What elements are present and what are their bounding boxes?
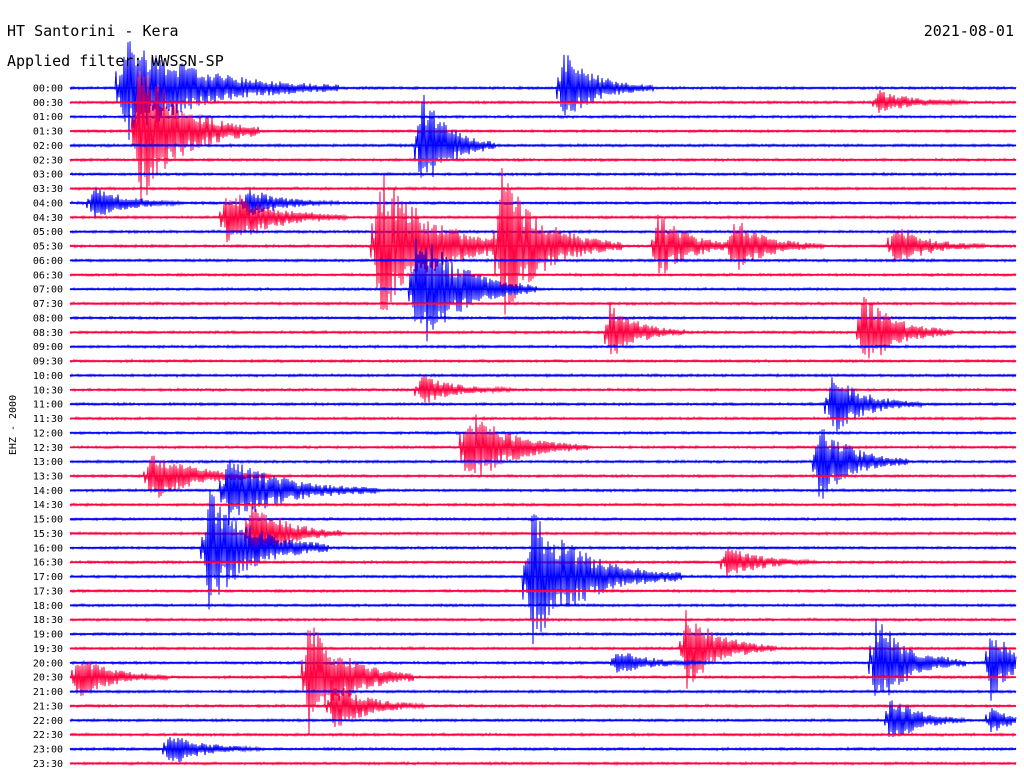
time-label: 10:30 (33, 385, 63, 396)
time-label: 11:30 (33, 414, 63, 425)
filter-label: Applied filter: WWSSN-SP (7, 52, 224, 70)
time-label: 13:30 (33, 471, 63, 482)
time-label: 09:00 (33, 342, 63, 353)
time-label: 23:30 (33, 759, 63, 770)
time-label: 03:00 (33, 170, 63, 181)
time-label: 17:30 (33, 586, 63, 597)
time-label: 08:30 (33, 328, 63, 339)
time-label: 12:00 (33, 428, 63, 439)
time-label: 21:30 (33, 701, 63, 712)
time-label: 22:00 (33, 716, 63, 727)
time-label: 10:00 (33, 371, 63, 382)
time-label: 05:00 (33, 227, 63, 238)
time-label: 09:30 (33, 357, 63, 368)
time-label: 06:30 (33, 270, 63, 281)
time-label: 06:00 (33, 256, 63, 267)
time-label: 18:00 (33, 601, 63, 612)
time-label: 01:00 (33, 112, 63, 123)
time-label: 04:00 (33, 198, 63, 209)
station-title: HT Santorini - Kera (7, 22, 179, 40)
time-label: 19:00 (33, 630, 63, 641)
time-label: 15:00 (33, 515, 63, 526)
time-label: 05:30 (33, 242, 63, 253)
time-label: 20:00 (33, 658, 63, 669)
time-label: 14:30 (33, 500, 63, 511)
time-label: 23:00 (33, 745, 63, 756)
time-label: 18:30 (33, 615, 63, 626)
time-label-group: 00:00 00:30 01:00 01:30 02:00 02:30 03:00 03:30… (33, 84, 63, 770)
time-label: 00:30 (33, 98, 63, 109)
time-label: 04:30 (33, 213, 63, 224)
time-label: 11:00 (33, 400, 63, 411)
trace-group (69, 41, 1017, 766)
time-label: 08:00 (33, 313, 63, 324)
time-label: 07:00 (33, 285, 63, 296)
time-label: 22:30 (33, 730, 63, 741)
time-label: 15:30 (33, 529, 63, 540)
date-label: 2021-08-01 (924, 22, 1014, 40)
time-label: 13:00 (33, 457, 63, 468)
time-label: 16:00 (33, 543, 63, 554)
time-label: 21:00 (33, 687, 63, 698)
time-label: 20:30 (33, 673, 63, 684)
time-label: 00:00 (33, 84, 63, 95)
time-label: 02:30 (33, 155, 63, 166)
time-label: 07:30 (33, 299, 63, 310)
time-label: 02:00 (33, 141, 63, 152)
time-label: 01:30 (33, 127, 63, 138)
time-label: 17:00 (33, 572, 63, 583)
time-label: 16:30 (33, 558, 63, 569)
time-label: 12:30 (33, 443, 63, 454)
time-label: 14:00 (33, 486, 63, 497)
channel-label: EHZ - 2000 (8, 395, 19, 455)
time-label: 19:30 (33, 644, 63, 655)
time-label: 03:30 (33, 184, 63, 195)
